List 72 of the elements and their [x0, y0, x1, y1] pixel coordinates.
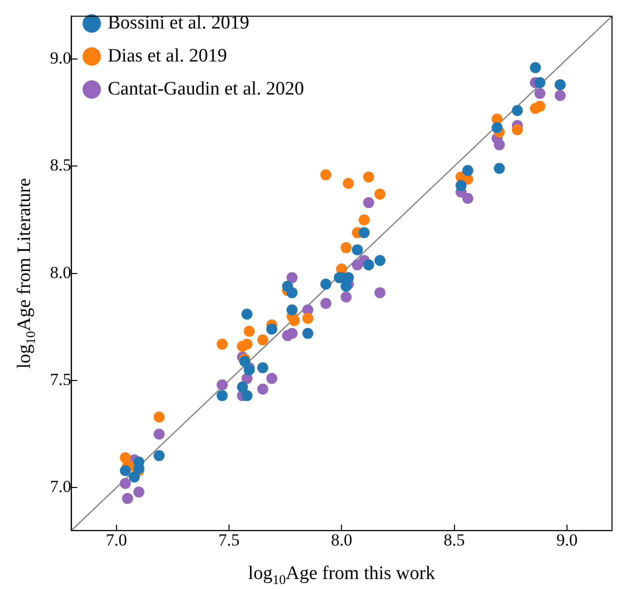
y-tick-label: 7.0	[50, 477, 72, 496]
point	[266, 324, 278, 335]
point	[133, 486, 144, 498]
point	[257, 362, 268, 374]
point	[340, 242, 352, 254]
point	[320, 278, 332, 290]
point	[288, 315, 300, 326]
point	[154, 428, 165, 440]
point	[128, 472, 140, 483]
point	[241, 338, 252, 350]
point	[241, 390, 252, 402]
point	[554, 90, 566, 102]
point	[257, 334, 268, 346]
point	[154, 412, 165, 423]
point	[456, 180, 467, 192]
point	[512, 124, 523, 136]
point	[358, 227, 370, 238]
x-tick-label: 7.5	[218, 530, 240, 550]
point	[120, 465, 131, 476]
y-tick-label: 9.0	[50, 48, 72, 68]
point	[494, 162, 505, 174]
point	[236, 381, 248, 392]
point	[241, 308, 252, 320]
point	[374, 255, 386, 266]
point	[266, 372, 278, 384]
point	[286, 328, 298, 339]
point	[286, 272, 298, 284]
point	[286, 304, 298, 316]
point	[494, 139, 505, 150]
point	[244, 326, 255, 337]
point	[122, 492, 134, 504]
point	[462, 192, 474, 204]
point	[363, 259, 374, 270]
x-tick-label: 8.0	[331, 530, 352, 550]
point	[154, 450, 165, 462]
point	[340, 291, 352, 302]
y-tick-label: 8.5	[50, 156, 72, 175]
point	[534, 100, 546, 112]
point	[352, 259, 363, 270]
point	[302, 312, 314, 324]
point	[216, 338, 228, 350]
point	[286, 287, 298, 298]
legend-label: Bossini et al. 2019	[108, 12, 250, 34]
point	[492, 122, 503, 134]
point	[363, 197, 374, 208]
point	[320, 298, 332, 309]
point	[358, 214, 370, 226]
point	[302, 328, 314, 339]
x-tick-label: 8.5	[444, 530, 465, 550]
point	[257, 384, 268, 395]
point	[342, 178, 354, 189]
point	[120, 452, 131, 464]
point	[352, 244, 363, 256]
point	[534, 77, 546, 88]
x-tick-label: 7.0	[106, 530, 127, 550]
x-tick-label: 9.0	[556, 530, 578, 550]
point	[120, 478, 131, 489]
point	[374, 287, 386, 298]
y-tick-label: 7.5	[50, 370, 72, 390]
legend-label: Cantat-Gaudin et al. 2020	[108, 78, 304, 100]
y-tick-label: 8.0	[50, 262, 72, 282]
point	[374, 188, 386, 200]
legend-label: Dias et al. 2019	[108, 45, 228, 66]
point	[216, 390, 228, 402]
point	[462, 165, 474, 176]
point	[534, 88, 546, 99]
point	[216, 379, 228, 390]
y-axis-title: log10Age from Literature	[14, 178, 38, 369]
point	[512, 105, 523, 116]
point	[363, 171, 374, 182]
point	[530, 62, 541, 74]
point	[320, 169, 332, 180]
